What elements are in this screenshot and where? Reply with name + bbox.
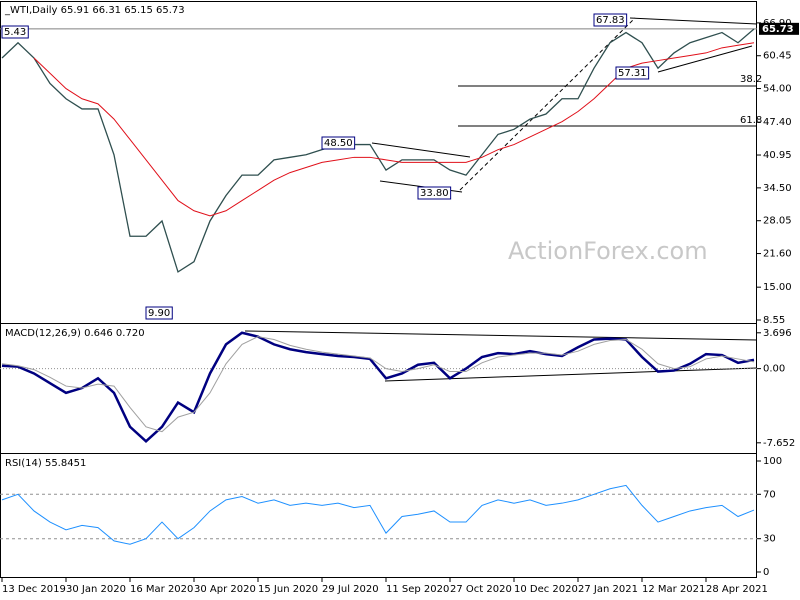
panel-title: MACD(12,26,9) 0.646 0.720 (5, 328, 145, 339)
x-tick-label: 11 Sep 2020 (386, 584, 449, 595)
panel-title: _WTI,Daily 65.91 66.31 65.15 65.73 (4, 5, 185, 16)
last-price-label: 65.73 (762, 24, 794, 35)
annotation: 67.83 (593, 13, 628, 27)
x-tick-label: 12 Mar 2021 (642, 584, 705, 595)
x-tick-label: 13 Dec 2019 (2, 584, 66, 595)
y-tick-label: 21.60 (763, 249, 792, 260)
last-price-box (759, 22, 799, 35)
y-tick-label: 47.40 (763, 117, 792, 128)
trendline (371, 142, 471, 158)
annotation-label: 48.50 (324, 138, 353, 149)
x-tick-label: 30 Jan 2020 (66, 584, 126, 595)
series-line (1, 28, 755, 273)
series-line (1, 336, 755, 433)
annotation-label: 57.31 (618, 68, 647, 79)
annotation-box (615, 66, 650, 80)
annotation: 48.50 (321, 136, 356, 150)
x-tick-label: 27 Oct 2020 (450, 584, 512, 595)
annotation: 57.31 (615, 66, 650, 80)
annotation-label: 5.43 (4, 27, 26, 38)
y-tick-label: 3.696 (763, 328, 792, 339)
trendline (459, 17, 636, 191)
annotation-label: 33.80 (420, 188, 449, 199)
y-tick-label: 0 (763, 567, 769, 578)
y-tick-label: 34.50 (763, 183, 792, 194)
series-line (1, 484, 755, 545)
y-tick-label: 54.00 (763, 84, 792, 95)
watermark: ActionForex.com (508, 237, 708, 265)
panel-title: RSI(14) 55.8451 (5, 458, 86, 469)
y-tick-label: 100 (763, 456, 782, 467)
y-tick-label: 0.00 (763, 364, 785, 375)
fib-label: 61.8 (740, 115, 762, 126)
x-tick-label: 15 Jun 2020 (258, 584, 318, 595)
annotation-label: 67.83 (596, 15, 625, 26)
frame (0, 1, 757, 578)
trendline (629, 17, 758, 25)
x-tick-label: 30 Apr 2020 (194, 584, 256, 595)
series-line (33, 42, 755, 217)
x-tick-label: 28 Apr 2021 (706, 584, 768, 595)
annotation-box (145, 306, 173, 320)
x-tick-label: 10 Dec 2020 (514, 584, 578, 595)
annotation-box (321, 136, 356, 150)
y-tick-label: 40.95 (763, 150, 792, 161)
y-tick-label: -7.652 (763, 438, 795, 449)
annotation: 33.80 (417, 186, 452, 200)
annotation-label: 9.90 (148, 308, 170, 319)
x-tick-label: 16 Mar 2020 (130, 584, 193, 595)
trendline (244, 330, 758, 341)
annotation-box (1, 25, 29, 39)
y-tick-label: 60.45 (763, 51, 792, 62)
annotation-box (593, 13, 628, 27)
series-line (1, 331, 755, 444)
x-tick-label: 29 Jul 2020 (322, 584, 379, 595)
trendline (384, 367, 758, 382)
fib-label: 38.2 (740, 74, 762, 85)
y-tick-label: 28.05 (763, 216, 792, 227)
y-tick-label: 70 (763, 489, 776, 500)
x-tick-label: 27 Jan 2021 (578, 584, 638, 595)
trendline (657, 45, 753, 73)
y-tick-label: 8.55 (763, 315, 785, 326)
annotation: 9.90 (145, 306, 173, 320)
y-tick-label: 30 (763, 534, 776, 545)
annotation: 5.43 (1, 25, 29, 39)
y-tick-label: 15.00 (763, 282, 792, 293)
annotation-box (417, 186, 452, 200)
